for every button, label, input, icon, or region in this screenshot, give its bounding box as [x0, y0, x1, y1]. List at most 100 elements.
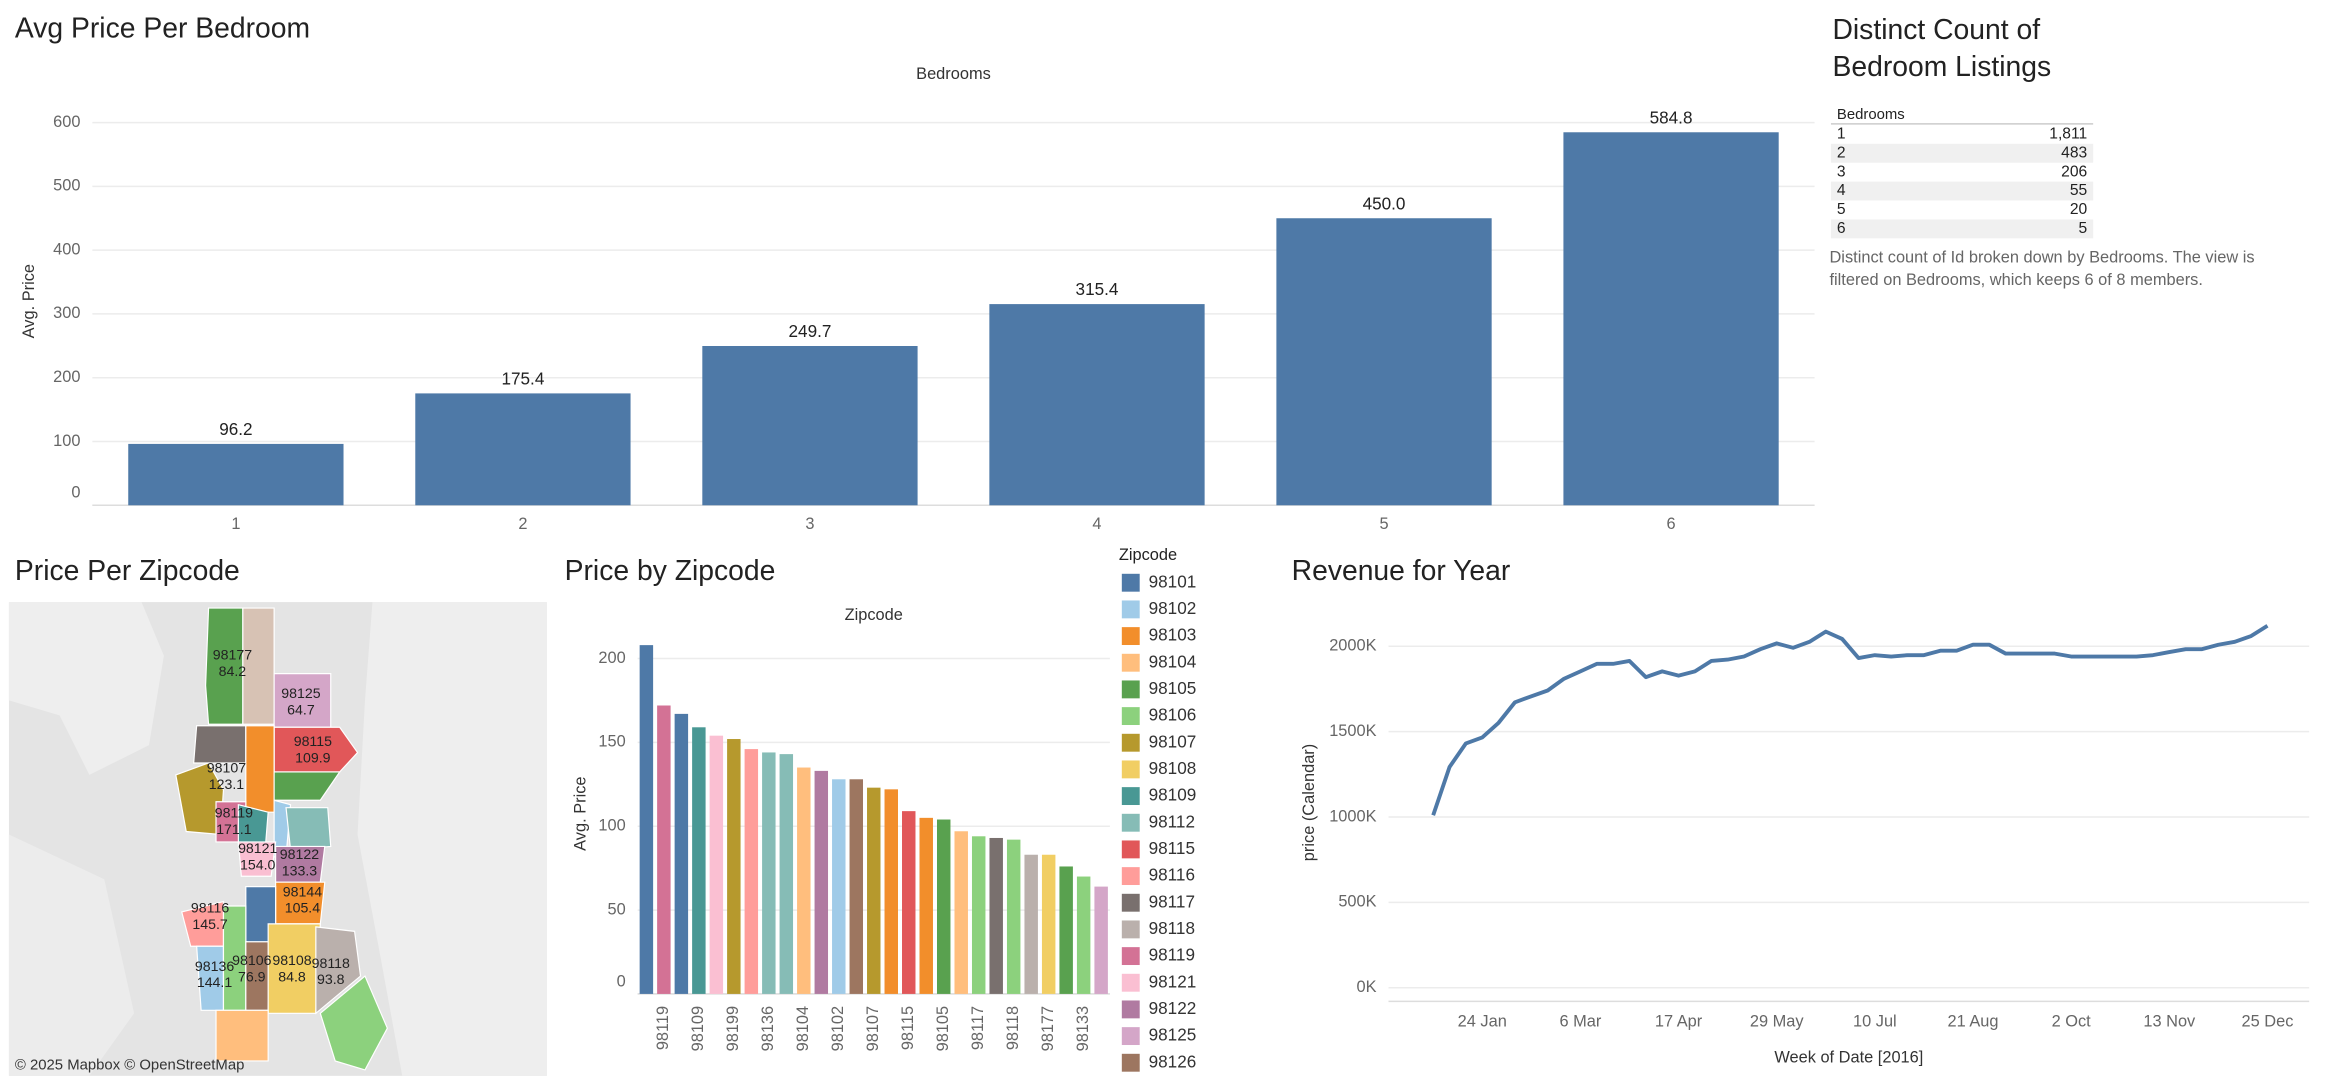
- map-value-label: 105.4: [285, 900, 321, 916]
- x-axis-title: Bedrooms: [916, 65, 991, 83]
- legend-swatch: [1121, 760, 1140, 779]
- chart-title: Price by Zipcode: [565, 554, 776, 586]
- x-tick-label: 24 Jan: [1458, 1013, 1507, 1031]
- zip-region: [204, 607, 244, 725]
- value-label: 175.4: [501, 369, 544, 389]
- table-cell: 1,811: [2049, 125, 2087, 142]
- value-label: 249.7: [789, 321, 832, 341]
- y-tick-label: 2000K: [1329, 637, 1376, 655]
- bar: [779, 754, 794, 994]
- table-cell: 4: [1837, 182, 1846, 199]
- zip-region: [245, 725, 275, 813]
- x-tick-label: 1: [231, 515, 240, 533]
- legend-label: 98121: [1149, 971, 1197, 991]
- x-tick-label: 13 Nov: [2143, 1013, 2196, 1031]
- zip-region: [285, 807, 332, 851]
- bar: [954, 831, 968, 994]
- legend-swatch: [1121, 600, 1140, 619]
- y-axis-title: Avg. Price: [20, 264, 38, 338]
- bar: [762, 752, 776, 994]
- map-zip-label: 98177: [213, 646, 252, 662]
- x-tick-label: 98119: [654, 1006, 672, 1050]
- legend-swatch: [1121, 893, 1140, 912]
- y-tick-label: 600: [53, 113, 80, 131]
- map-zip-label: 98106: [232, 952, 271, 968]
- map-value-label: 64.7: [287, 702, 315, 718]
- table-cell: 3: [1837, 163, 1846, 180]
- bar: [902, 811, 916, 994]
- map: [8, 602, 547, 1076]
- legend-swatch: [1121, 1027, 1140, 1046]
- map-zip-label: 98115: [294, 733, 332, 749]
- legend-label: 98109: [1149, 785, 1197, 805]
- x-tick-label: 98117: [969, 1006, 987, 1050]
- bar: [1094, 886, 1108, 994]
- map-zip-label: 98108: [272, 952, 311, 968]
- table-row-shade: [1830, 181, 2094, 201]
- chart-title: Avg Price Per Bedroom: [15, 11, 310, 43]
- legend-swatch: [1121, 707, 1140, 726]
- value-label: 584.8: [1650, 107, 1693, 127]
- bar: [832, 779, 846, 994]
- table-row-shade: [1830, 143, 2094, 163]
- bar: [797, 767, 811, 994]
- bar: [1276, 218, 1492, 506]
- bar: [657, 705, 671, 994]
- y-axis-title: Avg. Price: [571, 776, 589, 850]
- y-tick-label: 500: [53, 177, 80, 195]
- zip-region: [237, 841, 277, 877]
- x-tick-label: 6: [1666, 515, 1675, 533]
- x-tick-label: 98104: [794, 1006, 812, 1052]
- map-zip-label: 98116: [191, 900, 229, 916]
- bar: [989, 837, 1003, 994]
- x-axis-title: Week of Date [2016]: [1774, 1048, 1923, 1066]
- map-value-label: 145.7: [192, 916, 228, 932]
- bar: [128, 443, 344, 506]
- map-value-label: 84.2: [219, 663, 247, 679]
- legend-label: 98102: [1149, 598, 1197, 618]
- map-zip-label: 98144: [283, 883, 322, 899]
- legend-swatch: [1121, 573, 1140, 592]
- legend-swatch: [1121, 1000, 1140, 1019]
- x-axis-title: Zipcode: [845, 606, 903, 624]
- bar: [814, 770, 829, 994]
- y-tick-label: 1000K: [1329, 807, 1376, 825]
- map-value-label: 93.8: [317, 971, 345, 987]
- zip-region: [315, 926, 362, 1015]
- legend-swatch: [1121, 1053, 1140, 1072]
- legend-swatch: [1121, 947, 1140, 966]
- map-value-label: 171.1: [216, 821, 252, 837]
- x-tick-label: 98109: [689, 1006, 707, 1052]
- legend-label: 98105: [1149, 678, 1197, 698]
- legend-swatch: [1121, 733, 1140, 752]
- y-tick-label: 500K: [1338, 893, 1376, 911]
- legend-label: 98126: [1149, 1051, 1197, 1071]
- map-zip-label: 98121: [238, 840, 277, 856]
- legend-swatch: [1121, 680, 1140, 699]
- y-tick-label: 50: [607, 900, 625, 918]
- table-cell: 206: [2061, 163, 2087, 180]
- y-tick-label: 0: [617, 972, 626, 990]
- table-row-shade: [1830, 219, 2094, 239]
- bar: [674, 713, 689, 994]
- line-series: [1431, 624, 2269, 816]
- table-caption: Distinct count of Id broken down by Bedr…: [1829, 249, 2255, 290]
- bar: [989, 304, 1205, 506]
- map-zip-label: 98125: [281, 685, 320, 701]
- map-value-label: 133.3: [282, 862, 318, 878]
- y-tick-label: 100: [598, 817, 625, 835]
- zip-region: [242, 607, 275, 725]
- x-tick-label: 5: [1379, 515, 1388, 533]
- chart-title: Revenue for Year: [1292, 554, 1511, 586]
- bar: [1024, 854, 1038, 994]
- y-tick-label: 1500K: [1329, 722, 1376, 740]
- x-tick-label: 2 Oct: [2052, 1013, 2092, 1031]
- legend-label: 98106: [1149, 705, 1197, 725]
- x-tick-label: 98177: [1039, 1006, 1057, 1052]
- legend-swatch: [1121, 867, 1140, 886]
- table-cell: 483: [2061, 144, 2087, 161]
- table-cell: 5: [1837, 201, 1846, 218]
- bar: [415, 393, 631, 506]
